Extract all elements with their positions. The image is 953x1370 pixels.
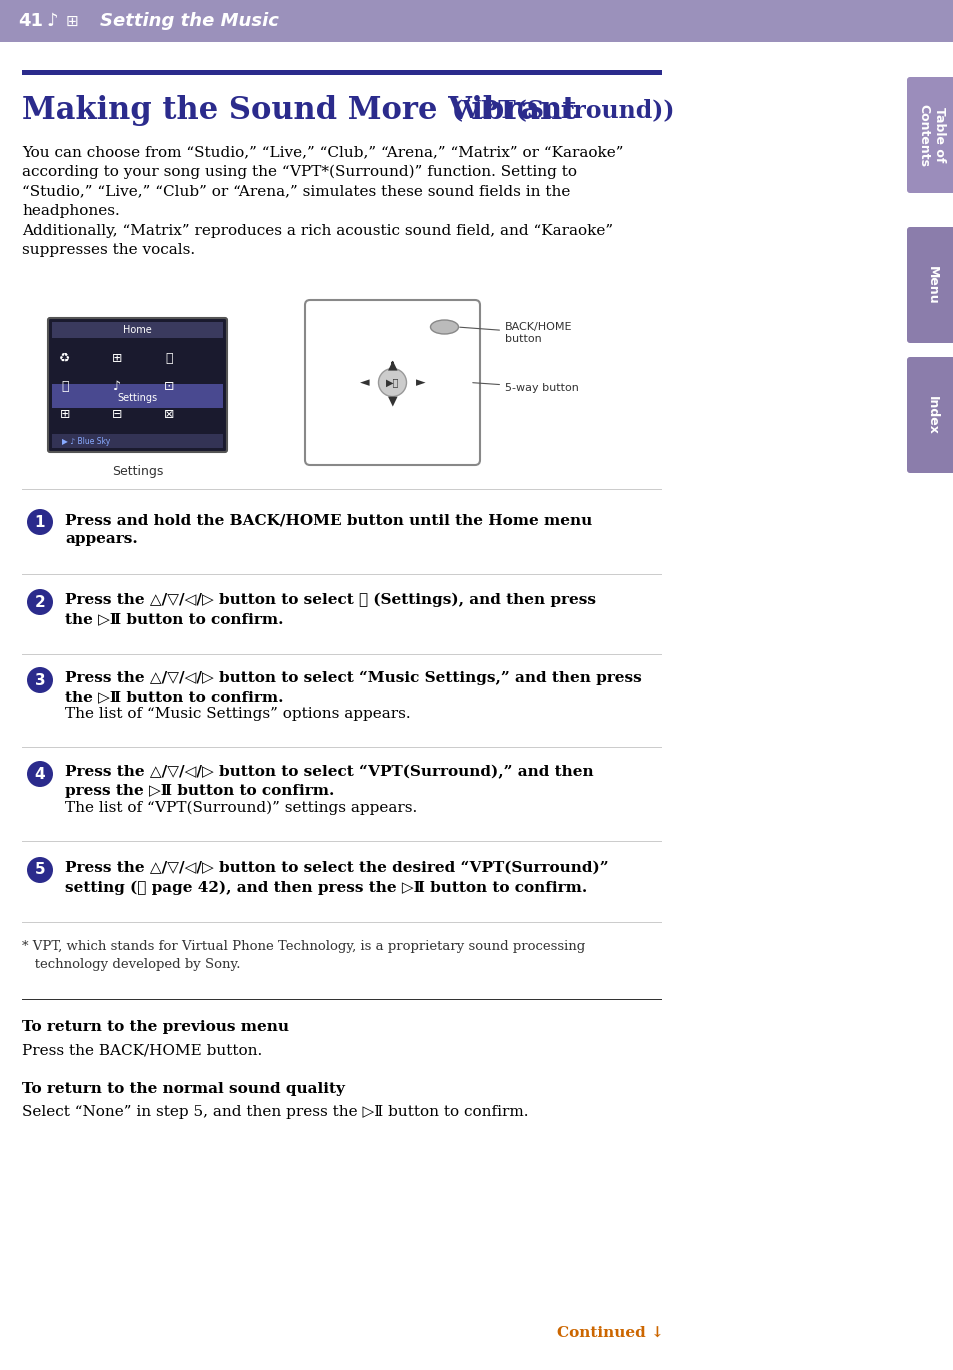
Text: Continued ↓: Continued ↓ [557, 1326, 663, 1340]
Text: Press the △/▽/◁/▷ button to select “VPT(Surround),” and then
press the ▷Ⅱ button: Press the △/▽/◁/▷ button to select “VPT(… [65, 764, 593, 799]
Bar [0, 0, 953, 42]
Text: Home: Home [123, 325, 152, 336]
Circle shape [27, 510, 53, 536]
Text: Press the △/▽/◁/▷ button to select “Music Settings,” and then press
the ▷Ⅱ butto: Press the △/▽/◁/▷ button to select “Musi… [65, 671, 641, 704]
Text: Press the BACK/HOME button.: Press the BACK/HOME button. [22, 1043, 262, 1058]
Text: Press the △/▽/◁/▷ button to select 🎒 (Settings), and then press
the ▷Ⅱ button to: Press the △/▽/◁/▷ button to select 🎒 (Se… [65, 593, 596, 626]
Text: (VPT(Surround)): (VPT(Surround)) [452, 99, 675, 122]
Text: Menu: Menu [924, 266, 938, 304]
Text: 1: 1 [34, 515, 45, 529]
Text: The list of “Music Settings” options appears.: The list of “Music Settings” options app… [65, 707, 410, 721]
Text: ▼: ▼ [387, 395, 396, 407]
Text: 2: 2 [34, 595, 46, 610]
Text: * VPT, which stands for Virtual Phone Technology, is a proprietary sound process: * VPT, which stands for Virtual Phone Te… [22, 940, 584, 971]
Text: Table of
Contents: Table of Contents [917, 104, 945, 167]
Text: ▶ ♪ Blue Sky: ▶ ♪ Blue Sky [62, 437, 111, 445]
Circle shape [27, 858, 53, 884]
Circle shape [27, 667, 53, 693]
Text: ►: ► [416, 375, 425, 389]
Text: You can choose from “Studio,” “Live,” “Club,” “Arena,” “Matrix” or “Karaoke”
acc: You can choose from “Studio,” “Live,” “C… [22, 145, 623, 258]
Text: To return to the normal sound quality: To return to the normal sound quality [22, 1082, 345, 1096]
Text: ♪: ♪ [46, 12, 58, 30]
Text: 🔍: 🔍 [165, 352, 172, 364]
FancyBboxPatch shape [906, 227, 953, 342]
Text: ⊡: ⊡ [164, 379, 174, 392]
Circle shape [27, 589, 53, 615]
Circle shape [378, 369, 406, 396]
Text: To return to the previous menu: To return to the previous menu [22, 1021, 289, 1034]
Text: ▶⏸: ▶⏸ [385, 378, 398, 388]
Text: ♪: ♪ [112, 379, 121, 392]
Text: Setting the Music: Setting the Music [100, 12, 278, 30]
Text: Press and hold the BACK/HOME button until the Home menu
appears.: Press and hold the BACK/HOME button unti… [65, 512, 592, 547]
Polygon shape [0, 0, 700, 42]
Text: The list of “VPT(Surround)” settings appears.: The list of “VPT(Surround)” settings app… [65, 801, 416, 815]
Text: ♻: ♻ [59, 352, 71, 364]
Text: Settings: Settings [112, 464, 163, 478]
Text: 41: 41 [18, 12, 43, 30]
Text: 4: 4 [34, 766, 45, 781]
Text: 5: 5 [34, 863, 45, 878]
Text: ⊟: ⊟ [112, 407, 122, 421]
Text: BACK/HOME
button: BACK/HOME button [459, 322, 572, 344]
Bar [52, 322, 223, 338]
Text: Making the Sound More Vibrant: Making the Sound More Vibrant [22, 95, 586, 126]
Bar [52, 434, 223, 448]
Text: ◄: ◄ [359, 375, 369, 389]
Text: Index: Index [924, 396, 938, 434]
Text: ⊞: ⊞ [60, 407, 71, 421]
Text: Settings: Settings [117, 393, 157, 403]
Text: 5-way button: 5-way button [473, 382, 578, 392]
Ellipse shape [430, 321, 458, 334]
Circle shape [27, 760, 53, 786]
Text: ▲: ▲ [387, 358, 396, 371]
Text: ⊠: ⊠ [164, 407, 174, 421]
Bar [52, 384, 223, 408]
FancyBboxPatch shape [305, 300, 479, 464]
FancyBboxPatch shape [906, 358, 953, 473]
FancyBboxPatch shape [48, 318, 227, 452]
Bar [22, 70, 661, 75]
Text: Select “None” in step 5, and then press the ▷Ⅱ button to confirm.: Select “None” in step 5, and then press … [22, 1106, 528, 1119]
Text: Press the △/▽/◁/▷ button to select the desired “VPT(Surround)”
setting (☞ page 4: Press the △/▽/◁/▷ button to select the d… [65, 860, 608, 895]
Text: ⊞: ⊞ [66, 14, 78, 29]
FancyBboxPatch shape [906, 77, 953, 193]
Text: ⊞: ⊞ [112, 352, 122, 364]
Text: 🖼: 🖼 [61, 379, 69, 392]
Text: 3: 3 [34, 673, 45, 688]
